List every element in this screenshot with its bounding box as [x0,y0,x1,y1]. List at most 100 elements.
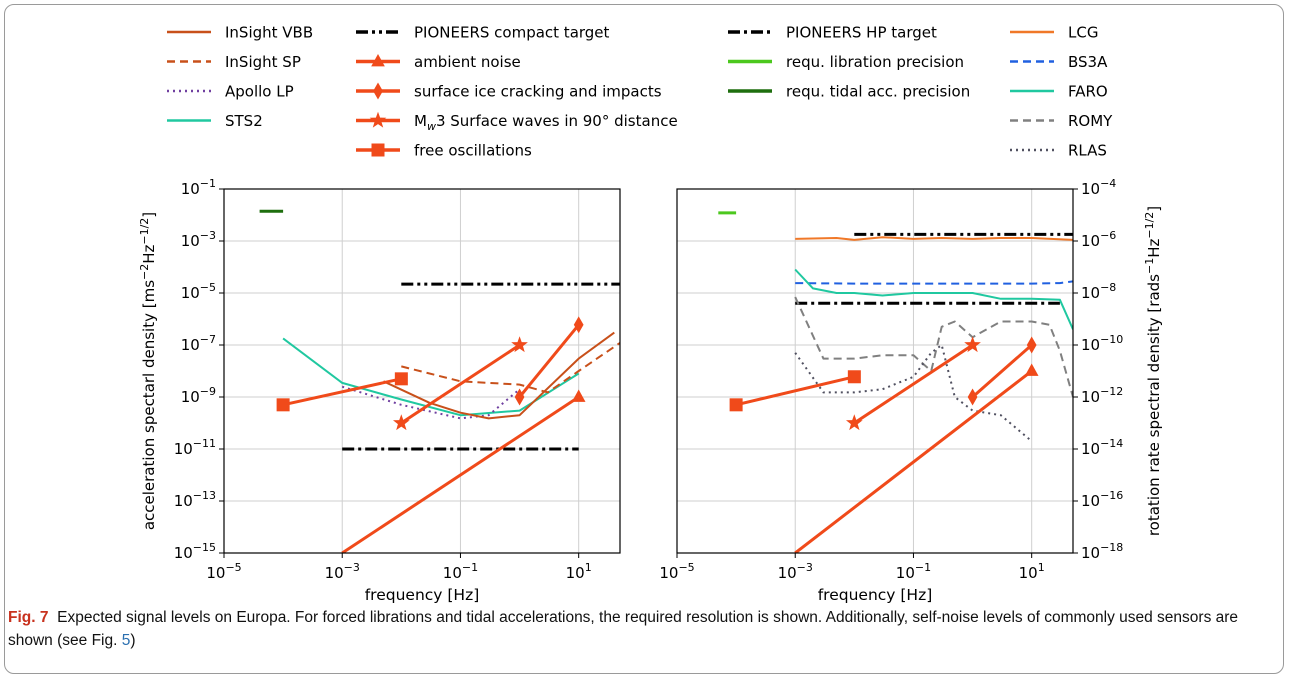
data-point-square-icon [729,398,743,412]
series-line-surface-ice-cracking-and-impacts [971,343,1033,399]
tick-base: 10 [1081,336,1100,354]
tick-base: 10 [443,564,462,582]
tick-base: 10 [174,492,193,510]
y-tick-label: 10−4 [1081,177,1116,198]
y-axis-label-main: rotation rate spectral density [rads [1145,274,1163,536]
x-tick-label: 101 [1019,561,1045,582]
tick-exp: 1 [1038,561,1045,574]
x-tick-label: 10−3 [325,561,360,582]
x-tick-label: 10−1 [443,561,478,582]
y-axis-label-sup1: −1 [1143,258,1156,274]
legend-label: LCG [1068,24,1098,42]
legend-label: free oscillations [414,142,532,160]
legend-entry-rlas: RLAS [1010,142,1107,160]
data-point-diamond-icon [1026,336,1037,354]
figure-caption: Fig. 7 Expected signal levels on Europa.… [8,606,1276,652]
chart-axes-frame [223,188,621,554]
data-point-star-icon [964,336,981,353]
tick-base: 10 [1081,492,1100,510]
tick-exp: −3 [797,561,813,574]
legend-entry-surface-waves-in-90-distance: Mw3 Surface waves in 90° distance [356,111,678,133]
caption-figure-ref-link[interactable]: 5 [121,632,131,649]
chart-panel-right: 10−5 10−3 10−1 10110−1810−1610−1410−1210−10… [659,177,1163,604]
legend-label: RLAS [1068,142,1107,160]
legend-entry-requ-tidal-acc-precision: requ. tidal acc. precision [728,83,970,101]
tick-exp: 1 [585,561,592,574]
tick-exp: −1 [915,561,931,574]
tick-base: 10 [174,544,193,562]
tick-exp: −5 [678,561,694,574]
tick-exp: −16 [1100,489,1123,502]
legend-label: requ. libration precision [786,53,964,71]
tick-exp: −3 [200,229,216,242]
data-point-star-icon [846,414,863,431]
legend-label: requ. tidal acc. precision [786,83,970,101]
series-line-insight-sp [401,342,620,394]
y-tick-label: 10−15 [174,541,216,562]
chart-markers-group [276,316,586,431]
legend-entry-pioneers-hp-target: PIONEERS HP target [728,24,937,42]
caption-figure-label: Fig. 7 [8,609,49,626]
tick-exp: −10 [1100,333,1123,346]
legend-label: InSight VBB [225,24,313,42]
tick-exp: −18 [1100,541,1123,554]
series-line-bs3a [795,280,1073,285]
legend-label: PIONEERS compact target [414,24,610,42]
y-tick-label: 10−13 [174,489,216,510]
legend-label: surface ice cracking and impacts [414,83,662,101]
tick-base: 10 [1081,232,1100,250]
legend-math-sub: w [427,120,436,133]
caption-text: Expected signal levels on Europa. For fo… [8,609,1239,649]
chart-series-group [259,209,620,553]
tick-exp: −12 [1100,385,1123,398]
y-axis-label-end: ] [140,212,158,218]
legend-label: InSight SP [225,53,301,71]
tick-exp: −4 [1100,177,1116,190]
y-tick-label: 10−1 [181,177,216,198]
tick-base: 10 [566,564,585,582]
data-point-star-icon [393,414,410,431]
y-axis-label-sup1: −2 [138,264,151,280]
data-point-triangle-icon [1024,363,1039,376]
legend-entry-apollo-lp: Apollo LP [167,83,294,101]
tick-base: 10 [1081,180,1100,198]
tick-base: 10 [325,564,344,582]
tick-exp: −15 [193,541,216,554]
chart-markers-group [729,336,1039,431]
y-tick-label: 10−18 [1081,541,1123,562]
legend-math-num: 3 [436,112,450,130]
legend-entry-insight-vbb: InSight VBB [167,24,313,42]
x-tick-label: 10−5 [206,561,241,582]
tick-base: 10 [778,564,797,582]
x-tick-label: 101 [566,561,592,582]
tick-base: 10 [1081,440,1100,458]
legend-entry-surface-ice-cracking-and-impacts: surface ice cracking and impacts [356,83,662,101]
y-tick-label: 10−12 [1081,385,1123,406]
legend-label: Mw3 Surface waves in 90° distance [414,112,678,133]
legend-entry-ambient-noise: ambient noise [356,53,521,71]
chart-grid [223,188,620,554]
series-line-mw3-surface-waves-in-90-distance [853,343,974,425]
data-point-diamond-icon [967,388,978,406]
tick-exp: −8 [1100,281,1116,294]
tick-base: 10 [1081,388,1100,406]
y-tick-label: 10−3 [181,229,216,250]
data-point-square-icon [276,398,290,412]
y-tick-label: 10−7 [181,333,216,354]
legend-entry-bs3a: BS3A [1010,53,1108,71]
figure-frame [4,4,1284,674]
series-line-surface-ice-cracking-and-impacts [518,323,580,398]
x-tick-label: 10−5 [659,561,694,582]
legend-math-prefix: M [414,112,427,130]
tick-exp: −5 [200,281,216,294]
series-line-ambient-noise [794,369,1033,553]
y-axis-label-mid: Hz [140,244,158,263]
y-axis-label-sup2: −1/2 [1143,212,1156,239]
tick-base: 10 [1081,284,1100,302]
x-axis-label: frequency [Hz] [365,586,480,604]
legend-label: STS2 [225,112,263,130]
tick-base: 10 [1081,544,1100,562]
x-axis-label: frequency [Hz] [818,586,933,604]
chart-grid [676,188,1073,554]
